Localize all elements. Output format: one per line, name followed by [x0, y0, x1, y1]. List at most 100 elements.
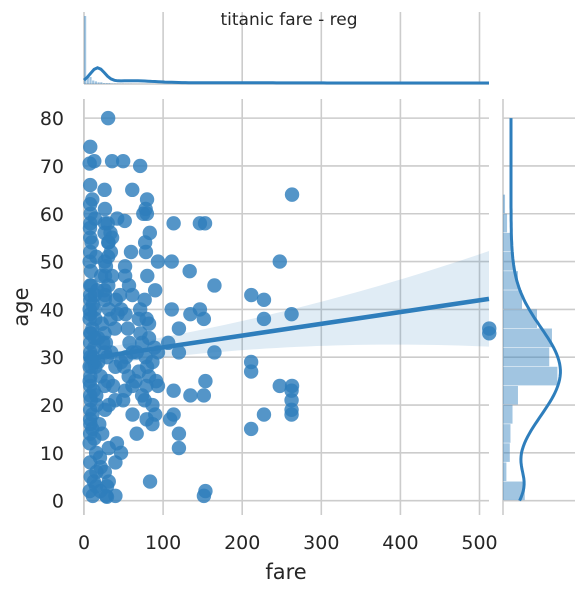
- data-point: [123, 244, 139, 260]
- data-point: [482, 321, 497, 336]
- histogram-bar: [84, 16, 87, 84]
- data-point: [134, 335, 150, 351]
- data-point: [86, 383, 101, 398]
- data-point: [196, 388, 212, 403]
- histogram-bar: [503, 366, 558, 386]
- data-point: [92, 416, 107, 432]
- data-point: [101, 235, 116, 250]
- y-tick-label: 0: [52, 491, 64, 513]
- y-tick-label: 60: [40, 204, 64, 226]
- data-point: [147, 283, 163, 298]
- data-point: [145, 354, 160, 370]
- ci-band-area: [84, 251, 489, 368]
- data-point: [142, 474, 158, 489]
- histogram-bar: [503, 462, 507, 482]
- data-point: [84, 235, 99, 250]
- data-point: [138, 244, 154, 260]
- data-point: [129, 426, 144, 441]
- x-tick-label: 0: [78, 532, 90, 554]
- data-point: [125, 182, 140, 198]
- data-point: [145, 416, 160, 432]
- marginal-y-kde: [509, 118, 562, 502]
- data-point: [183, 306, 198, 322]
- data-point: [171, 321, 187, 336]
- data-point: [192, 216, 208, 231]
- data-point: [198, 373, 213, 389]
- data-point: [99, 489, 115, 505]
- data-point: [87, 211, 103, 226]
- data-point: [196, 488, 212, 504]
- histogram-bar: [97, 82, 100, 84]
- histogram-bar: [503, 252, 514, 271]
- data-point: [116, 359, 132, 374]
- y-axis-label: age: [9, 287, 33, 326]
- data-point: [256, 407, 272, 422]
- data-point: [125, 407, 140, 422]
- x-axis-label: fare: [265, 560, 306, 584]
- histogram-bar: [503, 405, 513, 424]
- data-point: [92, 450, 108, 465]
- data-point: [125, 378, 140, 394]
- data-point: [99, 479, 115, 494]
- data-point: [164, 254, 179, 269]
- data-point: [207, 278, 222, 293]
- data-point: [85, 297, 100, 312]
- data-point: [139, 206, 155, 221]
- data-point: [104, 153, 120, 169]
- data-point: [164, 302, 179, 317]
- data-point: [120, 321, 136, 336]
- data-point: [139, 378, 154, 394]
- kde-curve: [83, 66, 489, 85]
- histogram-bar: [105, 83, 108, 84]
- y-tick-label: 50: [40, 252, 64, 274]
- data-point: [284, 407, 299, 422]
- data-point: [93, 268, 109, 284]
- histogram-bar: [92, 80, 95, 84]
- data-point: [86, 474, 102, 489]
- data-point: [256, 311, 272, 327]
- histogram-bar: [503, 232, 511, 252]
- data-point: [166, 383, 181, 398]
- histogram-bar: [86, 76, 89, 84]
- scatter-points: [82, 110, 497, 505]
- chart-title: titanic fare - reg: [220, 10, 357, 30]
- kde-curve: [509, 118, 562, 502]
- histogram-bar: [503, 213, 508, 233]
- histogram-bar: [503, 347, 550, 367]
- histogram-bar: [94, 81, 98, 84]
- x-tick-label: 100: [145, 532, 181, 554]
- histogram-bar: [503, 328, 552, 348]
- data-point: [171, 426, 187, 441]
- data-point: [244, 287, 259, 303]
- y-tick-label: 10: [40, 443, 64, 465]
- data-point: [272, 378, 287, 394]
- data-point: [100, 110, 116, 126]
- histogram-bar: [503, 290, 523, 309]
- data-point: [171, 440, 187, 456]
- x-tick-label: 500: [461, 532, 497, 554]
- regression-line: [83, 296, 490, 362]
- x-tick-label: 300: [303, 532, 339, 554]
- y-tick-label: 20: [40, 395, 64, 417]
- regression-line-path: [83, 296, 490, 362]
- histogram-bar: [503, 194, 506, 214]
- y-tick-label: 30: [40, 347, 64, 369]
- data-point: [284, 187, 300, 202]
- data-point: [90, 330, 106, 346]
- data-point: [82, 177, 98, 193]
- data-point: [89, 249, 104, 264]
- data-point: [207, 345, 222, 360]
- data-point: [97, 182, 112, 198]
- data-point: [117, 213, 132, 229]
- data-point: [150, 254, 166, 269]
- histogram-bar: [108, 83, 111, 84]
- histogram-bar: [503, 309, 537, 329]
- data-point: [243, 421, 259, 437]
- data-point: [90, 283, 105, 298]
- joint-panel: 0 100 200 300 400 500 0 10 20 30 40 50 60 70 80: [40, 99, 498, 554]
- histogram-bar: [503, 481, 525, 501]
- data-point: [182, 263, 197, 279]
- data-point: [94, 316, 109, 331]
- x-tick-label: 200: [224, 532, 260, 554]
